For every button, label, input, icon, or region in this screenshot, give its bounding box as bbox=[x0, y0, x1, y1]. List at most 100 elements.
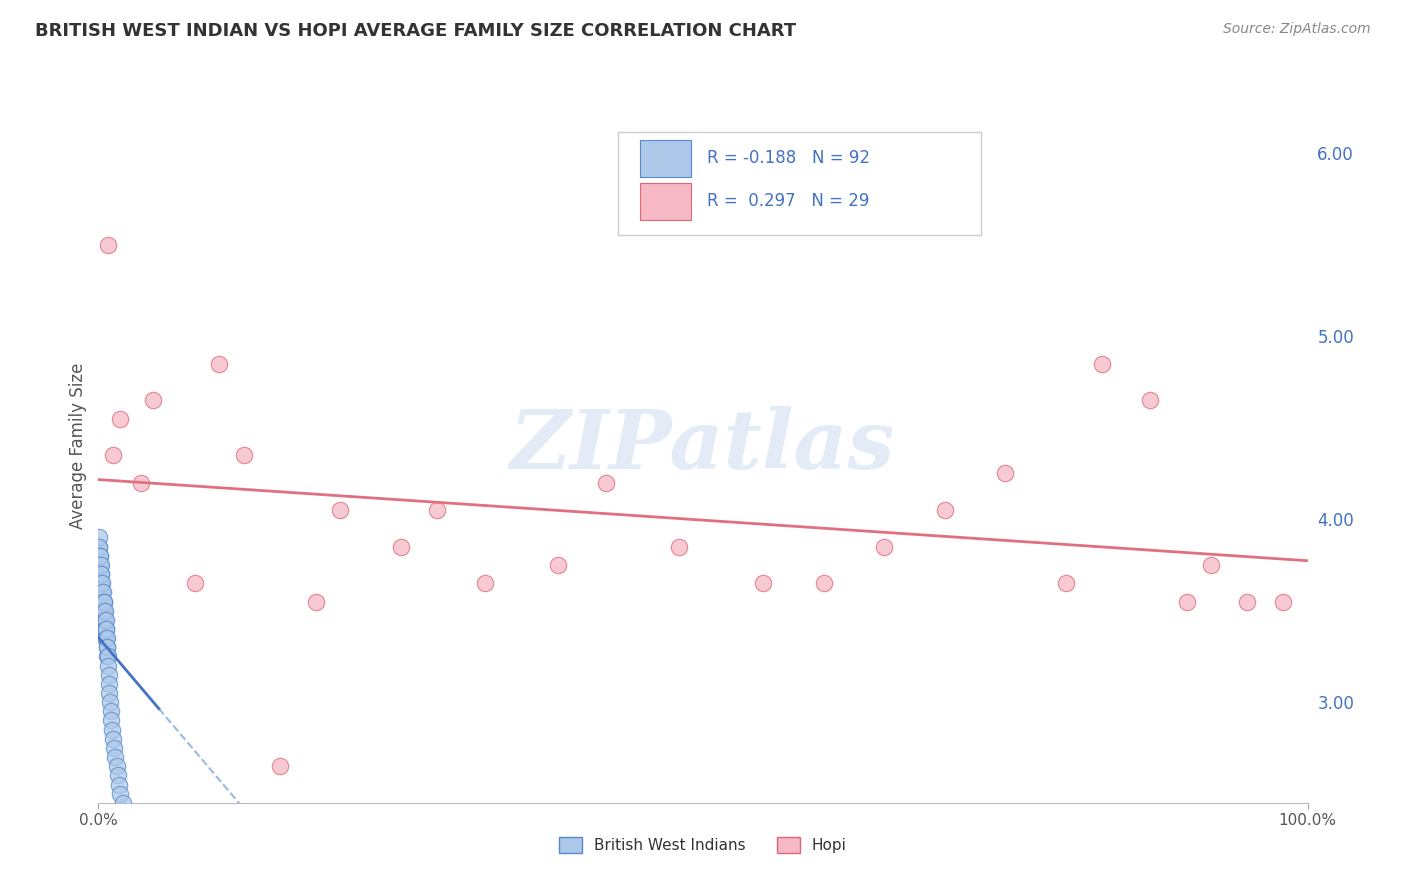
Point bbox=[89, 549, 111, 563]
Point bbox=[269, 759, 291, 773]
Point bbox=[89, 567, 111, 582]
Point bbox=[104, 750, 127, 764]
Point bbox=[111, 796, 134, 810]
Point bbox=[129, 832, 152, 847]
Point bbox=[101, 448, 124, 462]
Point bbox=[1272, 594, 1295, 608]
Point bbox=[1175, 594, 1198, 608]
Point bbox=[98, 695, 121, 709]
Point bbox=[108, 787, 131, 801]
Point bbox=[184, 878, 207, 892]
Text: BRITISH WEST INDIAN VS HOPI AVERAGE FAMILY SIZE CORRELATION CHART: BRITISH WEST INDIAN VS HOPI AVERAGE FAMI… bbox=[35, 22, 796, 40]
FancyBboxPatch shape bbox=[640, 183, 690, 219]
Point bbox=[93, 622, 115, 636]
Point bbox=[90, 585, 112, 599]
Point bbox=[90, 594, 112, 608]
Point bbox=[93, 594, 115, 608]
Point bbox=[934, 503, 956, 517]
FancyBboxPatch shape bbox=[619, 132, 981, 235]
Point bbox=[547, 558, 569, 572]
Point bbox=[90, 613, 112, 627]
Point bbox=[1236, 594, 1258, 608]
Point bbox=[96, 640, 118, 655]
Point bbox=[129, 475, 152, 490]
Point bbox=[90, 567, 112, 582]
Point bbox=[90, 604, 112, 618]
Point bbox=[90, 594, 112, 608]
Point bbox=[91, 622, 114, 636]
Point bbox=[172, 869, 194, 883]
Point bbox=[93, 604, 115, 618]
Point bbox=[184, 576, 207, 591]
Point bbox=[91, 576, 114, 591]
Point bbox=[100, 723, 122, 737]
FancyBboxPatch shape bbox=[640, 140, 690, 177]
Point bbox=[1091, 357, 1114, 371]
Point bbox=[108, 411, 131, 425]
Point bbox=[90, 576, 112, 591]
Point bbox=[98, 677, 121, 691]
Point bbox=[94, 622, 117, 636]
Text: Source: ZipAtlas.com: Source: ZipAtlas.com bbox=[1223, 22, 1371, 37]
Point bbox=[305, 594, 328, 608]
Point bbox=[90, 576, 112, 591]
Point bbox=[474, 576, 496, 591]
Point bbox=[89, 540, 111, 554]
Text: ZIPatlas: ZIPatlas bbox=[510, 406, 896, 486]
Point bbox=[107, 768, 129, 782]
Point bbox=[94, 613, 117, 627]
Point bbox=[91, 613, 114, 627]
Point bbox=[91, 594, 114, 608]
Point bbox=[96, 622, 118, 636]
Point bbox=[89, 585, 111, 599]
Point bbox=[96, 631, 118, 645]
Point bbox=[118, 814, 141, 829]
Point bbox=[89, 558, 111, 572]
Point bbox=[90, 594, 112, 608]
Point bbox=[89, 567, 111, 582]
Point bbox=[96, 631, 118, 645]
Point bbox=[93, 613, 115, 627]
Point bbox=[160, 860, 183, 874]
Point bbox=[208, 888, 231, 892]
Point bbox=[873, 540, 896, 554]
Point bbox=[97, 237, 120, 252]
Point bbox=[91, 604, 114, 618]
Point bbox=[208, 357, 231, 371]
Point bbox=[994, 467, 1017, 481]
Point bbox=[90, 604, 112, 618]
Point bbox=[89, 558, 111, 572]
Point bbox=[87, 531, 110, 545]
Point bbox=[668, 540, 690, 554]
Point bbox=[752, 576, 775, 591]
Point bbox=[90, 558, 112, 572]
Point bbox=[97, 649, 120, 664]
Point bbox=[98, 686, 121, 700]
Point bbox=[135, 841, 157, 855]
Point bbox=[93, 604, 115, 618]
Point bbox=[91, 604, 114, 618]
Point bbox=[1054, 576, 1077, 591]
Point bbox=[91, 585, 114, 599]
Point bbox=[91, 585, 114, 599]
Point bbox=[232, 448, 254, 462]
Point bbox=[124, 823, 146, 838]
Point bbox=[101, 731, 124, 746]
Point bbox=[89, 576, 111, 591]
Point bbox=[90, 585, 112, 599]
Y-axis label: Average Family Size: Average Family Size bbox=[69, 363, 87, 529]
Point bbox=[1139, 393, 1161, 408]
Point bbox=[94, 631, 117, 645]
Point bbox=[813, 576, 835, 591]
Point bbox=[105, 759, 128, 773]
Point bbox=[595, 475, 617, 490]
Point bbox=[426, 503, 449, 517]
Point bbox=[97, 658, 120, 673]
Point bbox=[103, 740, 125, 755]
Point bbox=[87, 540, 110, 554]
Point bbox=[91, 594, 114, 608]
Point bbox=[329, 503, 352, 517]
Point bbox=[114, 805, 136, 819]
Text: R =  0.297   N = 29: R = 0.297 N = 29 bbox=[707, 193, 869, 211]
Point bbox=[89, 549, 111, 563]
